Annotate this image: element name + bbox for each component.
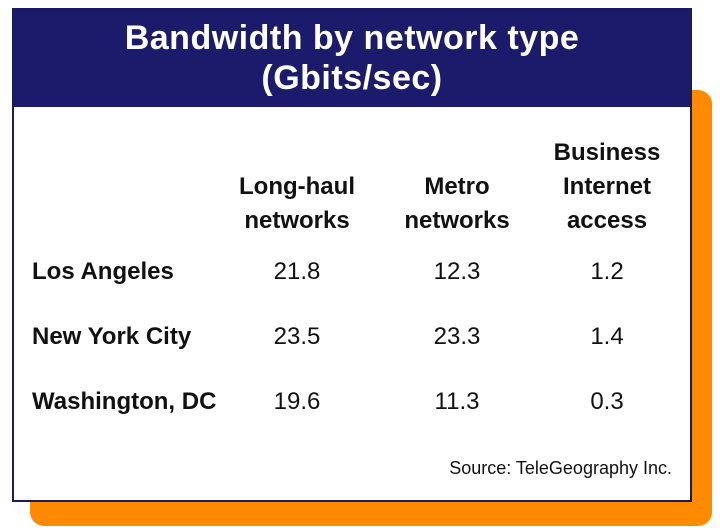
table-cell: 23.5 [273, 323, 321, 350]
table-cell: 23.3 [433, 323, 481, 350]
table-cell: 21.8 [273, 258, 321, 285]
table-cell: 11.3 [434, 388, 480, 415]
table-cell: 19.6 [273, 388, 321, 415]
table-cell: 12.3 [433, 258, 481, 285]
header: Bandwidth by network type (Gbits/sec) [14, 10, 690, 107]
source: Source: TeleGeography Inc. [449, 458, 672, 478]
unit: (Gbits/sec) [261, 59, 443, 97]
table-cell: 1.4 [590, 323, 624, 350]
row-label: Los Angeles [32, 258, 174, 285]
column-header: Business Internet access [553, 139, 661, 234]
table-cell: 0.3 [590, 388, 624, 415]
column-header: Long-haul networks [239, 173, 355, 234]
table-card: Bandwidth by network type (Gbits/sec) So… [12, 8, 692, 502]
table-cell: 1.2 [590, 258, 624, 285]
title: Bandwidth by network type [124, 19, 580, 57]
row-label: New York City [32, 323, 192, 350]
row-label: Washington, DC [32, 388, 217, 415]
column-header: Metro networks [404, 173, 510, 234]
